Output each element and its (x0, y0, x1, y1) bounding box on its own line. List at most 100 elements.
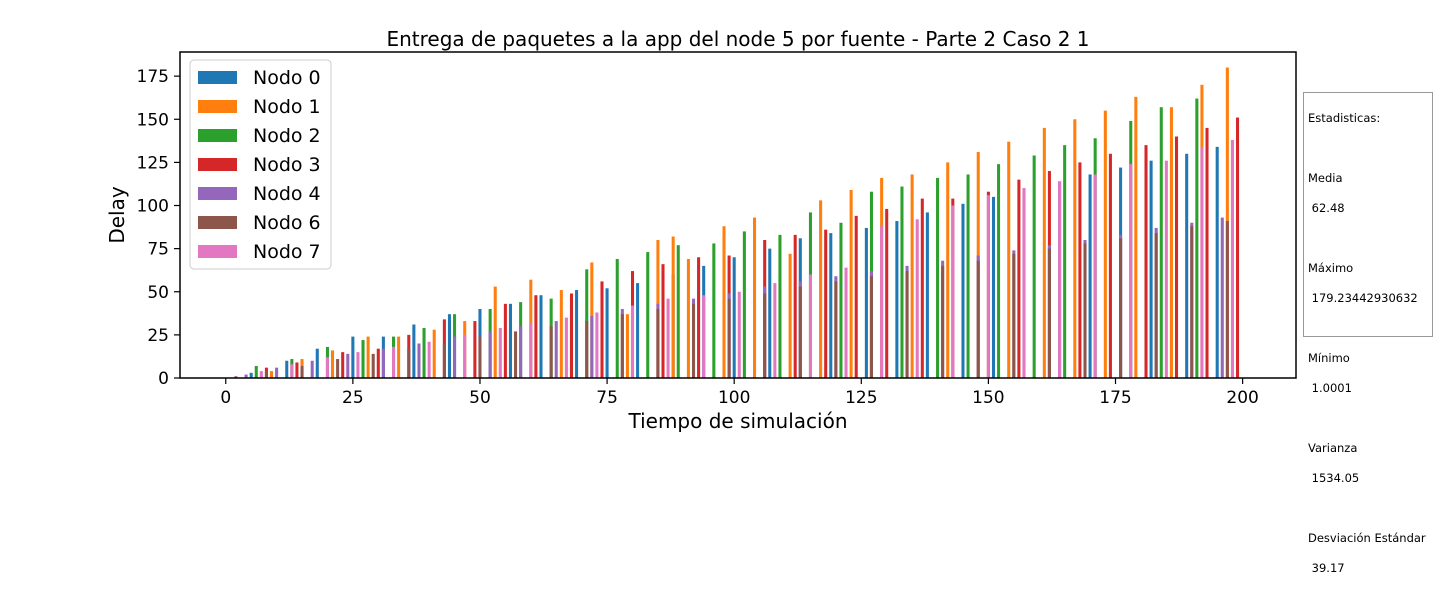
legend-swatch (198, 245, 237, 258)
bar-nodo-3 (1078, 162, 1082, 378)
bars-group (234, 67, 1240, 379)
bar-nodo-0 (539, 295, 543, 378)
bar-nodo-0 (249, 372, 253, 378)
x-axis-label: Tiempo de simulación (627, 409, 847, 432)
bar-nodo-7 (1058, 181, 1062, 378)
bar-nodo-6 (691, 303, 696, 378)
legend-label: Nodo 2 (253, 125, 321, 147)
stats-var-label: Varianza (1308, 441, 1358, 455)
bar-nodo-2 (900, 186, 904, 378)
bar-nodo-1 (1073, 119, 1077, 379)
stats-max-value: 179.23442930632 (1308, 291, 1418, 305)
bar-nodo-2 (778, 234, 782, 378)
bar-nodo-7 (630, 305, 635, 378)
bar-nodo-6 (905, 271, 909, 378)
x-tick-label: 100 (718, 388, 750, 408)
bar-nodo-3 (793, 234, 797, 378)
bar-nodo-7 (595, 312, 599, 378)
bar-nodo-7 (773, 283, 777, 378)
bar-nodo-0 (1088, 174, 1092, 378)
bar-nodo-2 (1063, 145, 1067, 378)
bar-nodo-7 (325, 357, 329, 378)
bar-nodo-1 (331, 350, 335, 378)
bar-nodo-6 (442, 343, 446, 378)
bar-nodo-0 (829, 233, 833, 378)
bar-nodo-1 (493, 286, 497, 378)
bar-nodo-6 (834, 281, 838, 378)
bar-nodo-7 (808, 274, 812, 378)
bar-nodo-4 (554, 321, 558, 378)
bar-nodo-4 (275, 367, 279, 378)
bar-nodo-7 (529, 322, 533, 378)
legend-swatch (198, 216, 237, 229)
bar-nodo-3 (661, 264, 665, 378)
legend-label: Nodo 7 (253, 241, 321, 263)
bar-nodo-3 (920, 198, 924, 378)
bar-nodo-1 (432, 329, 436, 378)
y-tick-label: 25 (147, 326, 169, 346)
bar-nodo-1 (753, 217, 757, 378)
bar-nodo-6 (620, 314, 624, 378)
bar-nodo-0 (895, 221, 899, 378)
bar-nodo-2 (254, 365, 258, 378)
stats-media-value: 62.48 (1308, 201, 1345, 215)
bar-nodo-3 (854, 215, 858, 378)
bar-nodo-2 (997, 164, 1001, 378)
bar-nodo-6 (1083, 243, 1087, 378)
bar-nodo-0 (508, 303, 512, 378)
bar-nodo-0 (1185, 153, 1189, 378)
stats-std-label: Desviación Estándar (1308, 531, 1426, 545)
stats-spacer (1308, 231, 1428, 246)
bar-nodo-1 (1042, 127, 1046, 378)
bar-nodo-6 (478, 336, 482, 378)
bar-nodo-3 (473, 321, 477, 378)
stats-title: Estadisticas: (1308, 111, 1381, 125)
bar-nodo-6 (869, 276, 873, 378)
plot-frame (179, 51, 1297, 379)
legend-label: Nodo 1 (253, 96, 321, 118)
stats-var-value: 1534.05 (1308, 471, 1360, 485)
bar-nodo-4 (346, 353, 350, 378)
stats-spacer (1308, 321, 1428, 336)
bar-nodo-7 (844, 267, 848, 378)
bar-nodo-6 (234, 376, 238, 378)
stats-spacer (1308, 141, 1428, 156)
bar-nodo-3 (1108, 153, 1112, 378)
bar-nodo-3 (1205, 127, 1209, 378)
x-tick-label: 175 (1099, 388, 1131, 408)
bar-nodo-3 (1144, 145, 1148, 378)
legend: Nodo 0 Nodo 1 Nodo 2 Nodo 3 Nodo 4 Nodo 6 Nodo… (189, 59, 332, 270)
y-tick-label: 175 (137, 67, 169, 87)
bar-nodo-0 (732, 257, 736, 378)
bar-nodo-3 (1236, 117, 1240, 378)
bar-nodo-6 (585, 321, 589, 378)
bar-nodo-7 (1022, 188, 1026, 378)
y-tick-label: 50 (147, 283, 169, 303)
bar-nodo-7 (986, 195, 990, 378)
bar-nodo-4 (381, 348, 385, 378)
bar-nodo-1 (946, 162, 950, 378)
bar-nodo-0 (636, 283, 640, 378)
stats-min-label: Mínimo (1308, 351, 1350, 365)
bar-nodo-6 (514, 331, 518, 378)
legend-label: Nodo 6 (253, 212, 321, 234)
bar-nodo-1 (269, 371, 274, 378)
bar-nodo-0 (605, 288, 609, 378)
bar-nodo-1 (625, 314, 629, 378)
bar-nodo-0 (1215, 146, 1219, 378)
x-tick-label: 75 (596, 388, 618, 408)
y-axis-label: Delay (105, 186, 129, 244)
bar-nodo-7 (915, 219, 919, 378)
bar-nodo-0 (961, 203, 965, 378)
bar-nodo-6 (407, 348, 411, 378)
bar-nodo-0 (412, 324, 416, 378)
bar-nodo-6 (300, 365, 304, 378)
bar-nodo-7 (1164, 160, 1168, 378)
bar-nodo-7 (290, 364, 294, 378)
y-tick-label: 125 (137, 153, 169, 173)
bar-nodo-6 (1119, 238, 1123, 378)
bar-nodo-6 (1225, 221, 1229, 378)
bar-nodo-2 (1195, 98, 1199, 378)
bar-nodo-4 (310, 360, 314, 378)
bar-nodo-1 (1169, 107, 1173, 378)
